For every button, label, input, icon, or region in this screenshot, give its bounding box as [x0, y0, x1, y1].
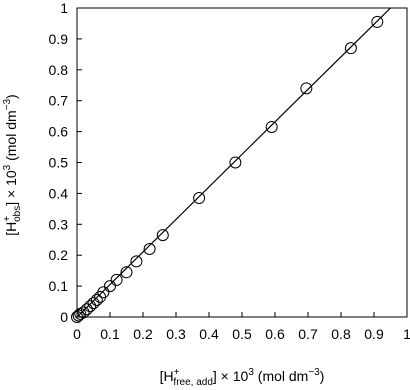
x-tick-label: 0.6 — [265, 326, 285, 342]
axis-label-part: ] × 10 — [3, 170, 19, 206]
y-tick-label: 0.9 — [49, 31, 69, 47]
data-point — [265, 120, 278, 133]
data-point — [344, 42, 357, 55]
data-point — [90, 294, 103, 307]
data-point — [97, 286, 110, 299]
axis-label-part: 3 — [248, 367, 254, 378]
x-tick-label: 1 — [403, 326, 410, 342]
x-tick-label: 0.9 — [364, 326, 384, 342]
axis-label-part: [H — [3, 222, 19, 236]
data-point — [143, 243, 156, 256]
data-point — [229, 156, 242, 169]
data-point — [300, 82, 313, 95]
y-tick-label: 1 — [60, 0, 68, 16]
data-point — [120, 266, 133, 279]
fit-line — [76, 7, 391, 318]
axis-label-part: −3 — [2, 98, 13, 110]
x-tick-label: 0.7 — [298, 326, 318, 342]
data-point — [156, 229, 169, 242]
x-tick-label: 0 — [73, 326, 81, 342]
y-tick-label: 0.4 — [49, 185, 69, 201]
x-tick-label: 0.3 — [166, 326, 186, 342]
data-point — [71, 311, 83, 323]
y-tick-label: 0.6 — [49, 124, 69, 140]
axis-label-part: free, add — [173, 377, 212, 388]
axis-label-part: ) — [3, 94, 19, 99]
x-tick-label: 0.5 — [232, 326, 252, 342]
axis-label-part: 3 — [2, 164, 13, 170]
x-tick-label: 0.4 — [199, 326, 219, 342]
y-tick-label: 0 — [60, 309, 68, 325]
data-point — [110, 273, 123, 286]
axis-label-part: obs — [12, 206, 23, 222]
data-point — [80, 303, 93, 316]
y-tick-label: 0.8 — [49, 62, 69, 78]
x-tick-label: 0.1 — [100, 326, 120, 342]
data-point — [104, 280, 116, 293]
axis-label-part: −3 — [308, 367, 320, 378]
axis-label-part: ) — [320, 368, 325, 384]
x-axis-label: [H+ free, add] × 103 (mol dm−3) — [160, 367, 325, 388]
y-tick-label: 0.1 — [49, 278, 69, 294]
y-axis-label: [H+obs] × 103 (mol dm−3) — [2, 94, 23, 235]
data-point — [130, 255, 143, 268]
x-tick-label: 0.8 — [331, 326, 351, 342]
data-point — [87, 297, 100, 310]
axis-label-part: [H — [160, 368, 174, 384]
x-tick-label: 0.2 — [133, 326, 153, 342]
y-tick-label: 0.2 — [49, 247, 69, 263]
axis-label-part: ] × 10 — [213, 368, 249, 384]
axis-label-part: + — [174, 367, 180, 378]
axis-label-part: (mol dm — [3, 110, 19, 164]
y-tick-label: 0.3 — [49, 216, 69, 232]
data-point — [193, 192, 206, 205]
y-tick-label: 0.7 — [49, 93, 69, 109]
axis-label-part: + — [2, 216, 13, 222]
data-point — [84, 300, 97, 313]
axis-label-part: (mol dm — [254, 368, 308, 384]
plot-frame — [76, 7, 408, 318]
data-point — [77, 306, 90, 319]
data-point — [371, 15, 384, 28]
y-tick-label: 0.5 — [49, 155, 69, 171]
